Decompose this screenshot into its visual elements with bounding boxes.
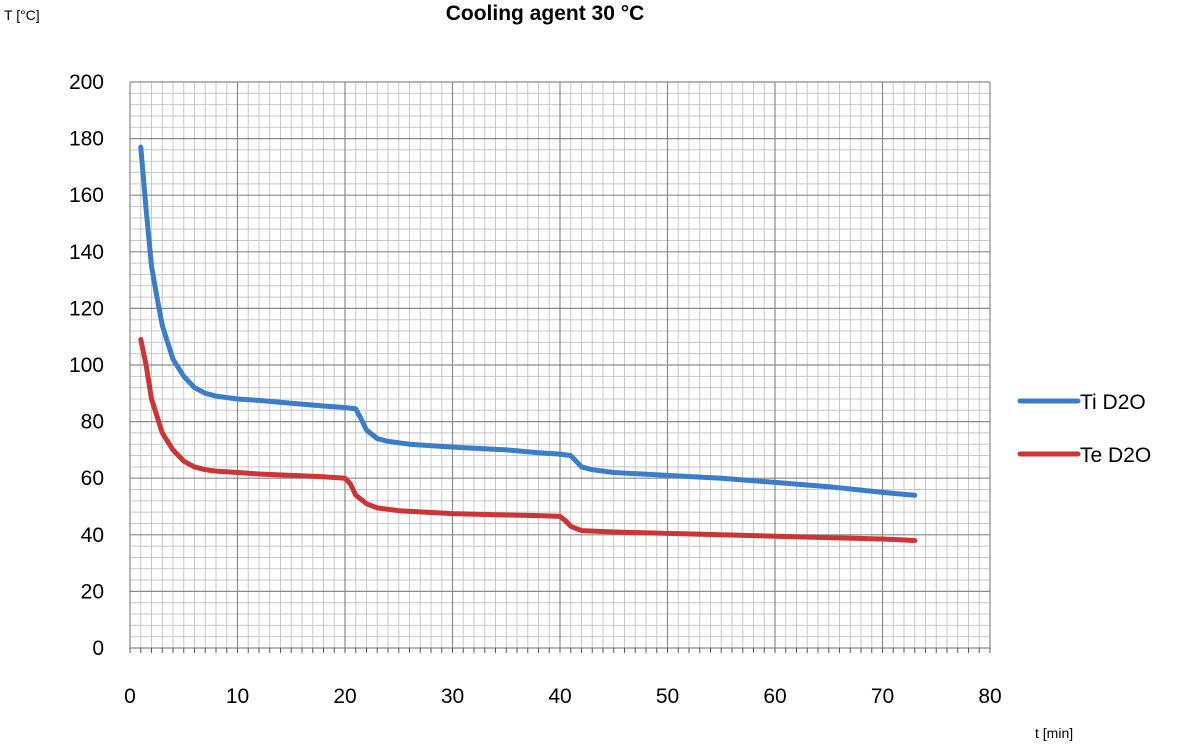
y-tick-label: 0 (92, 637, 104, 660)
x-tick-labels: 0 10 20 30 40 50 60 70 80 (124, 685, 1002, 708)
legend-label-1: Te D2O (1080, 444, 1151, 467)
y-tick-label: 180 (69, 128, 104, 151)
x-tick-label: 10 (226, 685, 249, 708)
legend: Ti D2O Te D2O (1017, 391, 1151, 467)
y-tick-label: 200 (69, 71, 104, 94)
series-line-1 (138, 337, 918, 543)
x-axis-label: t [min] (1035, 725, 1073, 741)
major-gridlines (129, 81, 991, 653)
y-tick-label: 120 (69, 297, 104, 320)
x-tick-label: 40 (548, 685, 571, 708)
y-tick-label: 20 (81, 580, 104, 603)
x-tick-label: 30 (441, 685, 464, 708)
y-tick-label: 140 (69, 241, 104, 264)
x-tick-label: 60 (763, 685, 786, 708)
chart-title: Cooling agent 30 °C (446, 2, 645, 25)
x-tick-label: 0 (124, 685, 136, 708)
x-tick-label: 70 (871, 685, 894, 708)
x-tick-label: 80 (978, 685, 1001, 708)
y-axis-label: T [°C] (4, 7, 40, 23)
y-tick-label: 60 (81, 467, 104, 490)
series-lines (138, 144, 918, 543)
y-tick-label: 160 (69, 184, 104, 207)
x-tick-label: 50 (656, 685, 679, 708)
y-tick-label: 100 (69, 354, 104, 377)
x-tick-label: 20 (333, 685, 356, 708)
legend-label-0: Ti D2O (1080, 391, 1146, 414)
y-tick-label: 80 (81, 411, 104, 434)
y-tick-label: 40 (81, 524, 104, 547)
series-line-0 (138, 144, 918, 498)
y-tick-labels: 0 20 40 60 80 100 120 140 160 180 200 (69, 71, 104, 660)
